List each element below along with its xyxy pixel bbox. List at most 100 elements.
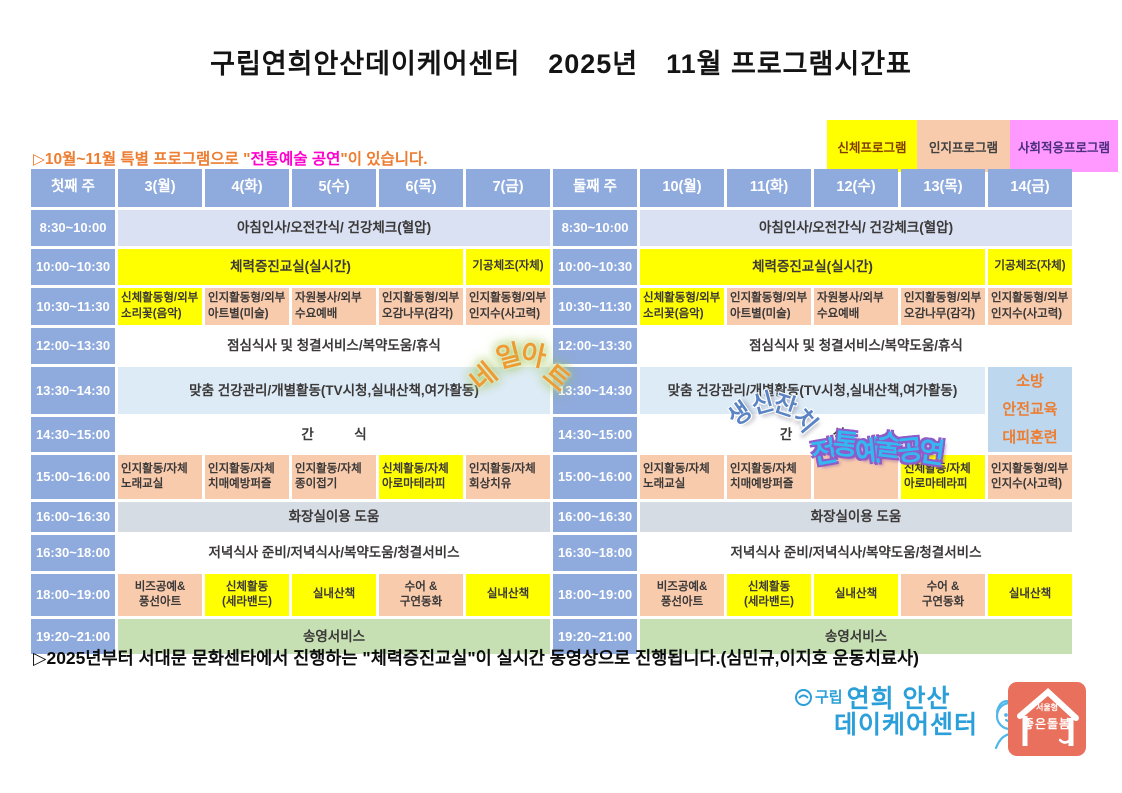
bottom-note: ▷2025년부터 서대문 문화센타에서 진행하는 "체력증진교실"이 실시간 동… [33, 648, 919, 668]
schedule-cell: 점심식사 및 청결서비스/복약도움/휴식 [640, 328, 1072, 364]
schedule-cell: 인지활동형/외부 오감나무(감각) [379, 288, 463, 325]
logo-name-line1: 연희 안산 [846, 685, 951, 713]
schedule-cell: 신체활동형/외부 소리꽃(음악) [118, 288, 202, 325]
schedule-cell: 신체활동 (세라밴드) [727, 574, 811, 617]
special-note-prefix: ▷10월~11월 특별 프로그램으로 " [33, 151, 251, 168]
time-cell: 8:30~10:00 [31, 210, 115, 246]
time-cell: 13:30~14:30 [31, 367, 115, 415]
time-cell: 14:30~15:00 [31, 417, 115, 453]
legend-social-label: 사회적응프로그램 [1017, 140, 1110, 155]
schedule-cell: 인지활동/자체 종이접기 [292, 455, 376, 500]
schedule-cell: 간 식 [640, 417, 985, 453]
schedule-cell: 수어 & 구연동화 [379, 574, 463, 617]
schedule-cell: 아침인사/오전간식/ 건강체크(혈압) [640, 210, 1072, 246]
logo-prefix: 구립 [815, 689, 843, 706]
schedule-cell: 인지활동형/외부 인지수(사고력) [466, 288, 550, 325]
schedule-cell: 수어 & 구연동화 [901, 574, 985, 617]
time-cell: 16:30~18:00 [31, 535, 115, 572]
time-cell: 10:30~11:30 [31, 288, 115, 325]
schedule-cell: 자원봉사/외부 수요예배 [814, 288, 898, 325]
schedule-cell: 신체활동 (세라밴드) [205, 574, 289, 617]
time-cell: 8:30~10:00 [553, 210, 637, 246]
schedule-cell: 기공체조(자체) [988, 249, 1072, 285]
time-cell: 15:00~16:00 [31, 455, 115, 500]
time-cell: 15:00~16:00 [553, 455, 637, 500]
schedule-cell: 기공체조(자체) [466, 249, 550, 285]
schedule-cell: 송영서비스 [118, 619, 550, 655]
day-header-cell: 12(수) [814, 169, 898, 207]
day-header-cell: 5(수) [292, 169, 376, 207]
schedule-cell: 인지활동형/외부 인지수(사고력) [988, 288, 1072, 325]
legend-cognitive-program: 인지프로그램 [917, 120, 1010, 172]
schedule-cell: 인지활동형/외부 인지수(사고력) [988, 455, 1072, 500]
schedule-cell: 체력증진교실(실시간) [640, 249, 985, 285]
legend-physical-program: 신체프로그램 [827, 120, 917, 172]
special-note-highlight: 전통예술 공연 [250, 151, 341, 168]
schedule-cell: 신체활동/자체 아로마테라피 [901, 455, 985, 500]
schedule-cell: 아침인사/오전간식/ 건강체크(혈압) [118, 210, 550, 246]
schedule-cell: 실내산책 [988, 574, 1072, 617]
legend-physical-label: 신체프로그램 [837, 140, 907, 155]
district-emblem-icon [795, 689, 812, 706]
badge-main-label: 좋은돌봄 [1022, 717, 1072, 731]
logo-text: 구립 연희 안산 데이케어센터 [812, 686, 978, 739]
schedule-cell: 인지활동형/외부 아트별(미술) [727, 288, 811, 325]
time-cell: 10:00~10:30 [553, 249, 637, 285]
schedule-cell: 맞춤 건강관리/개별활동(TV시청,실내산책,여가활동) [118, 367, 550, 415]
day-header-cell: 11(화) [727, 169, 811, 207]
week-label-cell: 첫째 주 [31, 169, 115, 207]
schedule-cell: 간 식 [118, 417, 550, 453]
schedule-cell: 비즈공예& 풍선아트 [118, 574, 202, 617]
schedule-cell: 비즈공예& 풍선아트 [640, 574, 724, 617]
schedule-cell [814, 455, 898, 500]
house-icon [1017, 687, 1079, 746]
week-label-cell: 둘째 주 [553, 169, 637, 207]
day-header-cell: 7(금) [466, 169, 550, 207]
schedule-table: 첫째 주 3(월) 4(화) 5(수) 6(목) 7(금) 둘째 주 10(월) 11(화) 12… [28, 166, 1075, 657]
time-cell: 16:00~16:30 [31, 502, 115, 533]
day-header-cell: 10(월) [640, 169, 724, 207]
schedule-cell: 인지활동/자체 치매예방퍼즐 [205, 455, 289, 500]
time-cell: 19:20~21:00 [553, 619, 637, 655]
schedule-cell: 인지활동형/외부 아트별(미술) [205, 288, 289, 325]
time-cell: 16:00~16:30 [553, 502, 637, 533]
time-cell: 16:30~18:00 [553, 535, 637, 572]
schedule-cell: 인지활동/자체 회상치유 [466, 455, 550, 500]
special-note-suffix: "이 있습니다. [340, 151, 428, 168]
day-header-cell: 14(금) [988, 169, 1072, 207]
day-header-cell: 3(월) [118, 169, 202, 207]
schedule-cell: 체력증진교실(실시간) [118, 249, 463, 285]
schedule-cell: 화장실이용 도움 [640, 502, 1072, 533]
schedule-cell: 인지활동/자체 치매예방퍼즐 [727, 455, 811, 500]
time-cell: 19:20~21:00 [31, 619, 115, 655]
schedule-cell: 실내산책 [466, 574, 550, 617]
day-header-cell: 13(목) [901, 169, 985, 207]
time-cell: 10:30~11:30 [553, 288, 637, 325]
schedule-cell: 저녁식사 준비/저녁식사/복약도움/청결서비스 [118, 535, 550, 572]
schedule-cell: 인지활동/자체 노래교실 [118, 455, 202, 500]
schedule-cell: 신체활동/자체 아로마테라피 [379, 455, 463, 500]
page-title: 구립연희안산데이케어센터 2025년 11월 프로그램시간표 [210, 49, 912, 79]
schedule-cell: 자원봉사/외부 수요예배 [292, 288, 376, 325]
logo-name-line2: 데이케어센터 [834, 711, 979, 740]
schedule-cell: 인지활동형/외부 오감나무(감각) [901, 288, 985, 325]
time-cell: 13:30~14:30 [553, 367, 637, 415]
schedule-cell: 저녁식사 준비/저녁식사/복약도움/청결서비스 [640, 535, 1072, 572]
legend-cognitive-label: 인지프로그램 [928, 140, 998, 155]
time-cell: 10:00~10:30 [31, 249, 115, 285]
schedule-cell: 신체활동형/외부 소리꽃(음악) [640, 288, 724, 325]
schedule-cell: 점심식사 및 청결서비스/복약도움/휴식 [118, 328, 550, 364]
fire-safety-cell: 소방 안전교육 대피훈련 [988, 367, 1072, 453]
time-cell: 18:00~19:00 [553, 574, 637, 617]
schedule-cell: 실내산책 [814, 574, 898, 617]
time-cell: 12:00~13:30 [31, 328, 115, 364]
special-program-note: ▷10월~11월 특별 프로그램으로 "전통예술 공연"이 있습니다. [33, 147, 428, 169]
schedule-cell: 송영서비스 [640, 619, 1072, 655]
schedule-cell: 맞춤 건강관리/개별활동(TV시청,실내산책,여가활동) [640, 367, 985, 415]
good-care-badge: 서울형 좋은돌봄 [1008, 682, 1086, 756]
time-cell: 14:30~15:00 [553, 417, 637, 453]
legend-social-program: 사회적응프로그램 [1010, 120, 1118, 172]
schedule-cell: 화장실이용 도움 [118, 502, 550, 533]
day-header-cell: 6(목) [379, 169, 463, 207]
